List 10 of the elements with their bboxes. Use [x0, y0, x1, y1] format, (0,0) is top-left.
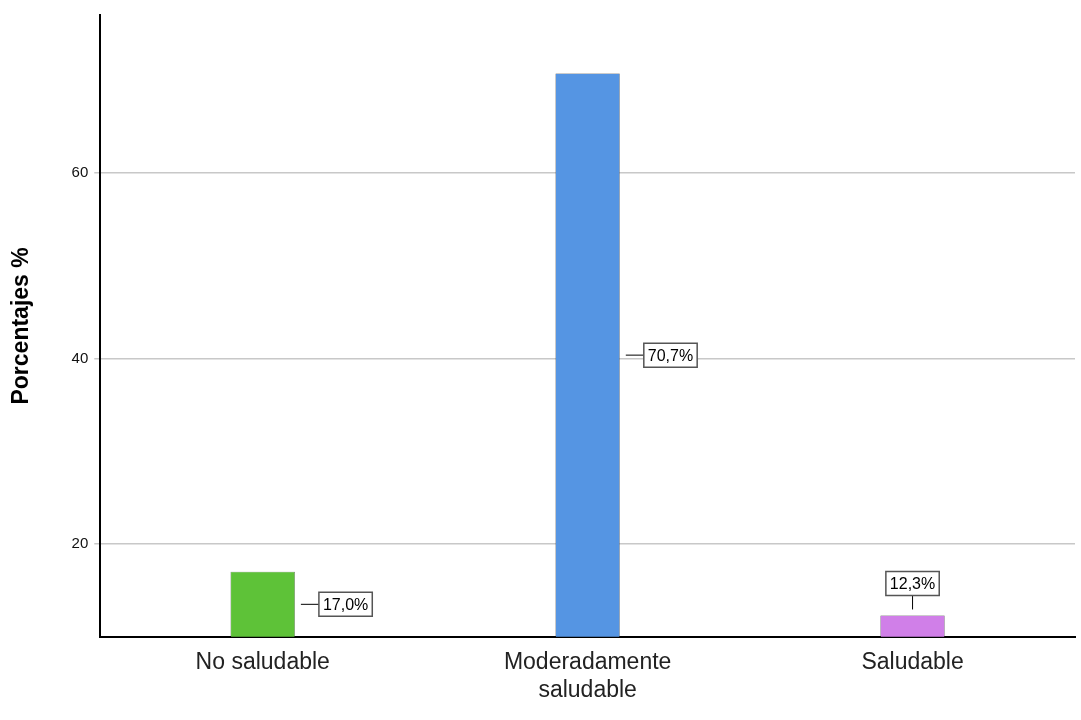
x-tick-label: No saludable — [195, 647, 330, 674]
y-tick-label: 20 — [71, 534, 89, 552]
y-tick-label: 40 — [71, 348, 89, 366]
x-tick-label: Saludable — [861, 647, 964, 674]
data-label: 70,7% — [647, 346, 694, 364]
data-label: 12,3% — [889, 574, 936, 592]
data-label: 17,0% — [322, 595, 369, 613]
y-tick-label: 60 — [71, 162, 89, 180]
x-tick-label: Moderadamente saludable — [503, 647, 672, 702]
y-axis-title: Porcentajes % — [7, 247, 34, 405]
